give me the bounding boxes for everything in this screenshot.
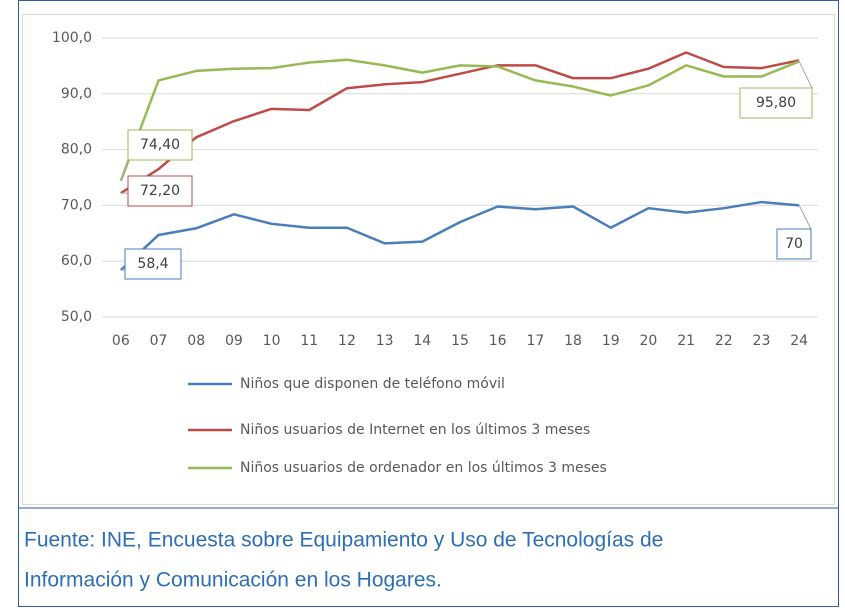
label-box (124, 248, 182, 280)
x-tick-label: 23 (753, 333, 771, 349)
x-tick-label: 14 (413, 333, 431, 349)
outer-frame (18, 0, 839, 607)
x-tick-label: 21 (677, 333, 695, 349)
y-tick-label: 50,0 (61, 309, 92, 325)
label-box (127, 175, 193, 207)
x-tick-label: 22 (715, 333, 733, 349)
x-tick-label: 08 (187, 333, 205, 349)
x-tick-label: 07 (150, 333, 168, 349)
x-tick-label: 20 (640, 333, 658, 349)
y-tick-label: 80,0 (61, 142, 92, 158)
x-tick-label: 13 (376, 333, 394, 349)
legend-label: Niños usuarios de ordenador en los últim… (240, 460, 607, 476)
series-line (120, 51, 800, 195)
x-tick-label: 06 (112, 333, 130, 349)
x-tick-label: 17 (526, 333, 544, 349)
x-tick-label: 12 (338, 333, 356, 349)
data-label: 70 (785, 236, 803, 252)
x-tick-label: 15 (451, 333, 469, 349)
label-leader (798, 61, 813, 89)
x-tick-label: 11 (300, 333, 318, 349)
x-tick-label: 24 (790, 333, 808, 349)
series-line (119, 58, 800, 182)
label-leader (798, 205, 812, 230)
x-tick-label: 16 (489, 333, 507, 349)
x-tick-label: 19 (602, 333, 620, 349)
x-tick-label: 10 (263, 333, 281, 349)
label-box (739, 87, 813, 119)
data-label: 74,40 (140, 137, 180, 153)
x-tick-label: 09 (225, 333, 243, 349)
data-label: 72,20 (140, 183, 180, 199)
caption-line: Fuente: INE, Encuesta sobre Equipamiento… (24, 529, 663, 552)
label-box (776, 228, 812, 260)
series-line (119, 200, 800, 272)
x-tick-label: 18 (564, 333, 582, 349)
data-label: 95,80 (756, 95, 796, 111)
data-label: 58,4 (137, 256, 168, 272)
label-leader (120, 159, 129, 182)
legend-label: Niños que disponen de teléfono móvil (240, 376, 505, 392)
y-tick-label: 90,0 (61, 86, 92, 102)
y-tick-label: 70,0 (61, 197, 92, 213)
y-tick-label: 60,0 (61, 253, 92, 269)
legend-label: Niños usuarios de Internet en los último… (240, 422, 590, 438)
label-box (127, 129, 193, 161)
y-tick-label: 100,0 (52, 30, 92, 46)
caption-line: Información y Comunicación en los Hogare… (24, 569, 442, 592)
